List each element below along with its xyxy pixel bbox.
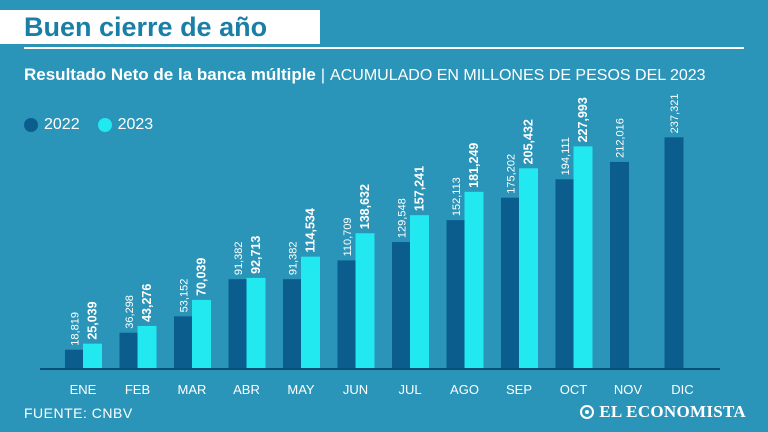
- data-label-2023-ene: 25,039: [86, 301, 100, 339]
- bar-2022-nov: [610, 161, 629, 368]
- bar-2022-ene: [65, 349, 84, 368]
- bar-2023-jul: [410, 215, 429, 368]
- data-label-2023-jun: 138,632: [358, 184, 372, 229]
- bar-2023-ene: [83, 343, 102, 368]
- source-note: FUENTE: CNBV: [24, 405, 133, 421]
- header-divider: [24, 47, 744, 49]
- data-label-2022-may: 91,382: [288, 242, 300, 276]
- data-label-2022-mar: 53,152: [179, 279, 191, 313]
- bar-2023-abr: [246, 277, 266, 368]
- legend-dot-2023: [97, 118, 112, 132]
- bar-2022-may: [283, 279, 302, 368]
- bar-2022-mar: [174, 316, 193, 368]
- data-label-2022-dic: 237,321: [669, 94, 681, 134]
- brand-logo: EL ECONOMISTA: [580, 402, 746, 422]
- data-label-2023-jul: 157,241: [413, 166, 427, 211]
- x-tick-may: MAY: [287, 382, 315, 397]
- x-tick-jun: JUN: [343, 382, 368, 397]
- brand-name: EL ECONOMISTA: [599, 402, 746, 421]
- subtitle-main: Resultado Neto de la banca múltiple: [24, 65, 316, 84]
- x-tick-ago: AGO: [450, 382, 479, 397]
- data-label-2023-may: 114,534: [304, 208, 318, 253]
- bar-2022-feb: [119, 332, 139, 368]
- data-label-2023-oct: 227,993: [576, 97, 590, 142]
- data-label-2023-feb: 43,276: [140, 284, 154, 322]
- bar-2022-ago: [446, 220, 466, 368]
- data-label-2022-oct: 194,111: [560, 137, 572, 175]
- legend-label-2023: 2023: [117, 116, 154, 133]
- x-tick-sep: SEP: [506, 382, 532, 397]
- x-tick-nov: NOV: [614, 382, 643, 397]
- bar-2023-jun: [355, 233, 375, 368]
- data-label-2023-sep: 205,432: [522, 119, 536, 164]
- x-tick-abr: ABR: [233, 382, 260, 397]
- data-label-2023-mar: 70,039: [195, 258, 209, 296]
- bar-2022-sep: [501, 197, 520, 368]
- chart-subtitle: Resultado Neto de la banca múltiple | ACUM…: [24, 64, 754, 87]
- data-label-2022-abr: 91,382: [233, 242, 245, 276]
- data-label-2022-ago: 152,113: [451, 177, 463, 216]
- data-label-2022-nov: 212,016: [615, 118, 627, 158]
- chart-legend: 2022 2023: [24, 115, 171, 135]
- data-label-2022-feb: 36,298: [124, 295, 136, 329]
- subtitle-units: ACUMULADO EN MILLONES DE PESOS DEL 2023: [330, 67, 706, 84]
- bar-2023-ago: [464, 191, 484, 368]
- data-label-2022-ene: 18,819: [70, 312, 82, 346]
- bar-2022-oct: [555, 179, 575, 368]
- bar-2023-feb: [137, 325, 157, 368]
- data-label-2023-ago: 181,249: [467, 143, 481, 188]
- legend-label-2022: 2022: [44, 116, 80, 133]
- bar-2023-may: [301, 256, 320, 368]
- legend-item-2022: 2022: [24, 116, 80, 134]
- bar-2022-jun: [337, 260, 357, 368]
- bar-2023-sep: [519, 168, 538, 368]
- x-tick-mar: MAR: [178, 382, 207, 397]
- x-tick-jul: JUL: [398, 382, 421, 397]
- bar-2022-jul: [392, 242, 411, 368]
- bar-2023-mar: [192, 299, 211, 368]
- legend-dot-2022: [24, 118, 38, 132]
- x-tick-feb: FEB: [125, 382, 150, 397]
- banner-title: Buen cierre de año: [24, 12, 268, 42]
- data-label-2022-jul: 129,548: [397, 198, 409, 238]
- x-tick-oct: OCT: [560, 382, 588, 397]
- bar-2023-oct: [573, 146, 593, 368]
- x-tick-dic: DIC: [671, 382, 693, 397]
- title-banner: Buen cierre de año: [0, 10, 320, 44]
- bar-2022-abr: [228, 279, 248, 368]
- bar-2022-dic: [664, 137, 684, 368]
- legend-item-2023: 2023: [97, 116, 154, 134]
- x-tick-ene: ENE: [70, 382, 97, 397]
- brand-icon: [580, 405, 595, 419]
- subtitle-separator: |: [320, 67, 326, 84]
- data-label-2023-abr: 92,713: [249, 236, 263, 274]
- data-label-2022-sep: 175,202: [506, 154, 518, 194]
- data-label-2022-jun: 110,709: [342, 217, 354, 256]
